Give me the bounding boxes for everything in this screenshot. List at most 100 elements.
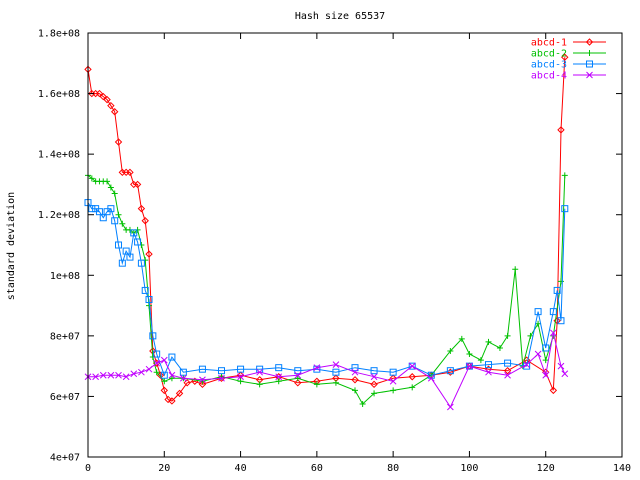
data-point bbox=[408, 373, 416, 381]
legend-marker bbox=[586, 50, 593, 56]
data-point bbox=[549, 386, 558, 395]
data-point bbox=[88, 175, 95, 182]
data-point bbox=[111, 190, 118, 197]
data-point bbox=[294, 367, 302, 375]
data-point bbox=[95, 208, 103, 216]
data-point bbox=[535, 320, 542, 327]
data-point bbox=[145, 250, 153, 258]
x-tick-label: 80 bbox=[387, 463, 399, 474]
data-point bbox=[408, 362, 416, 370]
data-point bbox=[164, 395, 172, 404]
data-point bbox=[504, 359, 512, 367]
legend-label: abcd-4 bbox=[531, 71, 567, 82]
data-point bbox=[138, 368, 145, 376]
data-point bbox=[115, 241, 123, 249]
data-point bbox=[145, 365, 153, 373]
data-point bbox=[503, 366, 512, 375]
data-point bbox=[99, 214, 107, 222]
data-point bbox=[351, 376, 359, 384]
data-point bbox=[160, 371, 168, 379]
data-point bbox=[122, 247, 130, 255]
data-point bbox=[199, 376, 206, 384]
data-point bbox=[557, 126, 565, 134]
data-point bbox=[370, 373, 378, 381]
data-point bbox=[447, 403, 454, 411]
data-point bbox=[389, 377, 397, 385]
data-point bbox=[294, 379, 302, 387]
data-point bbox=[160, 386, 168, 395]
data-point bbox=[557, 317, 565, 325]
y-tick-label: 1.2e+08 bbox=[38, 210, 80, 221]
plot-lines bbox=[84, 53, 569, 411]
series-abcd-2 bbox=[85, 172, 568, 407]
data-point bbox=[133, 180, 142, 189]
data-point bbox=[107, 101, 115, 110]
y-tick-label: 1.8e+08 bbox=[38, 29, 80, 40]
data-point bbox=[523, 361, 530, 368]
data-point bbox=[549, 308, 557, 316]
data-point bbox=[294, 375, 301, 382]
series-line bbox=[88, 332, 566, 409]
data-point bbox=[275, 378, 282, 385]
chart-title: Hash size 65537 bbox=[295, 11, 385, 22]
data-point bbox=[99, 92, 107, 101]
series-abcd-4 bbox=[84, 329, 569, 411]
data-point bbox=[160, 356, 168, 364]
data-point bbox=[504, 332, 511, 339]
data-point bbox=[141, 286, 149, 294]
data-point bbox=[542, 344, 550, 352]
data-point bbox=[351, 368, 359, 376]
data-point bbox=[553, 286, 561, 294]
data-point bbox=[122, 373, 130, 381]
data-point bbox=[126, 168, 134, 177]
data-point bbox=[168, 353, 176, 361]
data-point bbox=[149, 332, 157, 340]
x-tick-label: 20 bbox=[158, 463, 170, 474]
data-point bbox=[446, 367, 454, 375]
data-point bbox=[153, 369, 160, 376]
data-point bbox=[370, 367, 378, 375]
x-tick-label: 140 bbox=[613, 463, 631, 474]
data-point bbox=[465, 362, 473, 370]
data-point bbox=[275, 364, 283, 372]
data-point bbox=[542, 371, 550, 379]
data-point bbox=[110, 108, 119, 116]
data-point bbox=[137, 204, 146, 213]
legend-marker bbox=[586, 71, 593, 79]
data-point bbox=[107, 205, 115, 213]
legend-marker bbox=[585, 38, 594, 46]
data-point bbox=[351, 364, 359, 372]
data-point bbox=[183, 379, 191, 387]
data-point bbox=[534, 308, 542, 316]
y-tick-label: 6e+07 bbox=[50, 392, 80, 403]
data-point bbox=[95, 89, 104, 98]
x-tick-label: 60 bbox=[311, 463, 323, 474]
data-point bbox=[512, 266, 519, 273]
y-tick-label: 1.6e+08 bbox=[38, 89, 80, 100]
data-point bbox=[496, 344, 503, 351]
data-point bbox=[466, 351, 473, 358]
legend-marker bbox=[586, 60, 593, 68]
data-point bbox=[126, 253, 134, 261]
data-point bbox=[352, 387, 358, 394]
data-point bbox=[161, 378, 168, 385]
data-point bbox=[458, 335, 465, 342]
data-point bbox=[371, 390, 378, 397]
data-point bbox=[130, 370, 138, 378]
data-point bbox=[198, 380, 207, 389]
data-point bbox=[237, 365, 245, 373]
data-point bbox=[104, 178, 111, 185]
data-point bbox=[409, 384, 416, 391]
data-point bbox=[332, 368, 340, 376]
y-axis-label: standard deviation bbox=[6, 192, 17, 300]
data-point bbox=[111, 217, 119, 225]
data-point bbox=[218, 367, 225, 375]
series-abcd-3 bbox=[84, 199, 569, 379]
data-point bbox=[561, 53, 569, 61]
data-point bbox=[107, 371, 115, 379]
x-tick-label: 100 bbox=[460, 463, 478, 474]
data-point bbox=[466, 362, 473, 370]
y-tick-label: 8e+07 bbox=[50, 331, 80, 342]
